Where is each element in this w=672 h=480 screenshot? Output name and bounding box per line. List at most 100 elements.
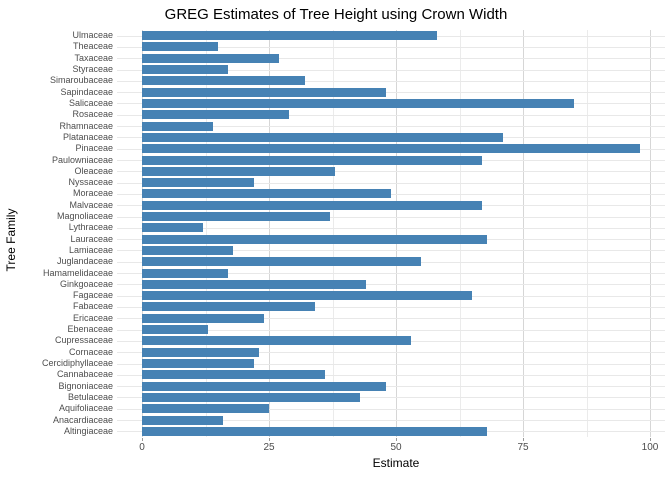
category-gridline [117,58,665,59]
category-gridline [117,409,665,410]
category-gridline [117,330,665,331]
y-tick-label: Altingiaceae [63,426,113,436]
x-tick-label: 50 [390,442,402,453]
y-tick-label: Platanaceae [62,132,113,142]
category-gridline [117,250,665,251]
y-tick-label: Anacardiaceae [52,415,113,425]
category-gridline [117,284,665,285]
y-tick-label: Pinaceae [75,143,113,153]
y-tick-label: Ericaceae [72,313,113,323]
major-gridline [523,30,524,437]
bar [142,54,279,63]
y-tick-label: Fabaceae [72,301,113,311]
major-gridline [650,30,651,437]
category-gridline [117,81,665,82]
bar [142,133,503,142]
bar [142,393,360,402]
y-tick-label: Cornaceae [68,347,113,357]
x-tick-label: 100 [641,442,659,453]
x-axis-title: Estimate [372,456,420,470]
bar [142,427,487,436]
bar [142,122,213,131]
category-gridline [117,115,665,116]
bar [142,302,315,311]
bar [142,42,218,51]
x-tick-mark [269,438,270,441]
bar [142,382,386,391]
bar [142,257,421,266]
x-tick-mark [650,438,651,441]
bar [142,110,289,119]
category-gridline [117,92,665,93]
y-tick-label: Bignoniaceae [58,381,113,391]
y-tick-label: Styraceae [72,64,113,74]
bar [142,88,386,97]
bar [142,314,264,323]
major-gridline [396,30,397,437]
y-tick-label: Ginkgoaceae [59,279,113,289]
y-tick-label: Sapindaceae [60,87,113,97]
bar [142,336,411,345]
y-tick-label: Ulmaceae [72,30,113,40]
category-gridline [117,318,665,319]
y-tick-label: Juglandaceae [56,256,113,266]
category-gridline [117,375,665,376]
bar [142,223,203,232]
y-tick-label: Taxaceae [74,53,113,63]
y-tick-label: Cercidiphyllaceae [41,358,113,368]
minor-gridline [205,30,207,437]
y-tick-label: Aquifoliaceae [58,403,113,413]
major-gridline [269,30,270,437]
minor-gridline [586,30,588,437]
y-tick-label: Betulaceae [67,392,113,402]
major-gridline [142,30,143,437]
category-gridline [117,70,665,71]
bar [142,65,228,74]
bar [142,178,254,187]
y-tick-label: Magnoliaceae [56,211,113,221]
y-tick-label: Hamamelidaceae [42,268,113,278]
y-tick-label: Theaceae [72,41,113,51]
bar [142,156,482,165]
y-tick-label: Cannabaceae [56,369,113,379]
category-gridline [117,183,665,184]
y-tick-label: Paulowniaceae [51,155,113,165]
bar [142,348,259,357]
y-tick-label: Ebenaceae [67,324,113,334]
x-tick-label: 75 [517,442,529,453]
category-gridline [117,352,665,353]
category-gridline [117,194,665,195]
bar [142,167,335,176]
bar [142,212,330,221]
category-gridline [117,273,665,274]
bar [142,370,325,379]
bar [142,404,269,413]
bar [142,31,437,40]
bar [142,246,233,255]
bar [142,201,482,210]
bar [142,269,228,278]
minor-gridline [459,30,461,437]
x-tick-mark [523,438,524,441]
bar [142,235,487,244]
bar [142,291,472,300]
y-tick-label: Cupressaceae [54,335,113,345]
y-tick-label: Salicaceae [68,98,113,108]
category-gridline [117,386,665,387]
y-tick-label: Lamiaceae [68,245,113,255]
category-gridline [117,307,665,308]
y-tick-label: Malvaceae [69,200,113,210]
y-tick-label: Rhamnaceae [59,121,113,131]
category-gridline [117,126,665,127]
bar [142,416,223,425]
x-tick-label: 25 [263,442,275,453]
bar [142,144,640,153]
category-gridline [117,47,665,48]
y-tick-label: Rosaceae [72,109,113,119]
bar [142,280,366,289]
chart-title: GREG Estimates of Tree Height using Crow… [164,6,508,23]
x-tick-label: 0 [139,442,145,453]
category-gridline [117,364,665,365]
category-gridline [117,228,665,229]
